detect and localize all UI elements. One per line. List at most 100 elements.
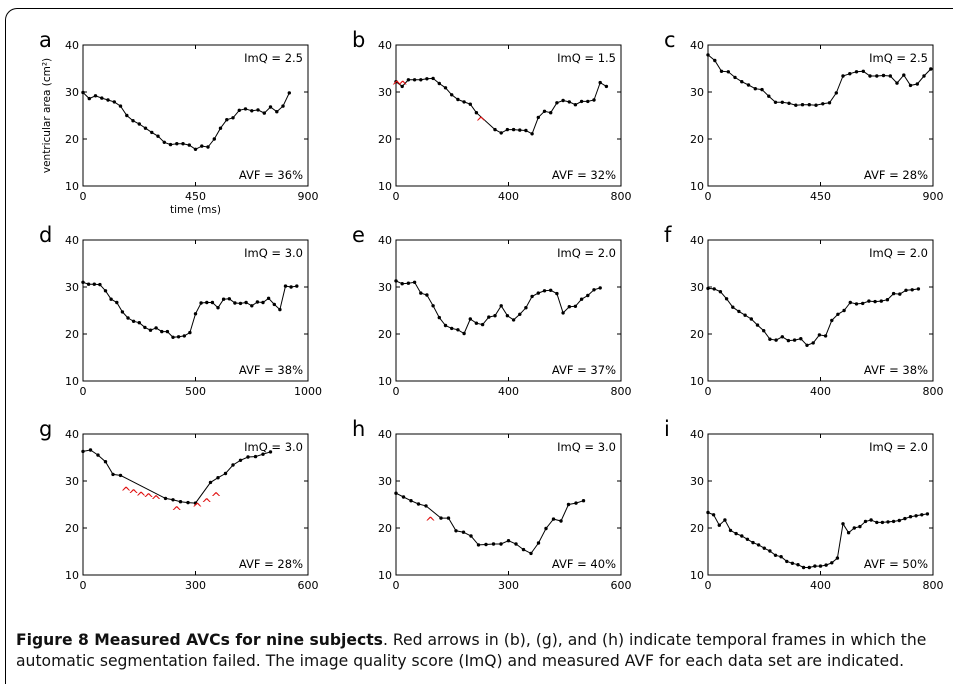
data-point bbox=[109, 297, 113, 301]
failure-arrow: ^ bbox=[391, 80, 402, 95]
data-point bbox=[406, 78, 411, 82]
data-point bbox=[499, 542, 503, 546]
data-point bbox=[756, 543, 761, 547]
y-tick-label: 10 bbox=[690, 569, 704, 582]
data-point bbox=[555, 291, 559, 296]
data-point bbox=[499, 304, 503, 308]
data-point bbox=[437, 81, 441, 86]
data-point bbox=[446, 516, 451, 520]
panel-d: 0 500 1000 10 20 30 40 d ImQ = 3.0 AVF = 38% bbox=[39, 223, 322, 398]
data-point bbox=[842, 308, 846, 313]
data-point bbox=[474, 321, 479, 325]
y-tick-label: 40 bbox=[378, 234, 392, 247]
data-point bbox=[773, 100, 778, 105]
data-point bbox=[419, 78, 423, 82]
x-tick-label: 0 bbox=[80, 385, 87, 398]
data-point bbox=[814, 103, 818, 107]
data-point bbox=[858, 524, 862, 529]
data-point bbox=[868, 74, 872, 78]
data-point bbox=[740, 534, 744, 538]
data-point bbox=[106, 98, 110, 102]
avf-label: AVF = 28% bbox=[239, 557, 303, 571]
failure-arrow: ^ bbox=[475, 115, 486, 130]
data-point bbox=[125, 113, 129, 118]
data-point bbox=[253, 454, 258, 459]
data-point bbox=[746, 83, 751, 87]
y-tick-label: 10 bbox=[65, 569, 79, 582]
data-point bbox=[762, 329, 766, 333]
y-tick-label: 20 bbox=[378, 522, 392, 535]
y-tick-label: 20 bbox=[65, 522, 79, 535]
data-point bbox=[898, 292, 902, 296]
y-tick-label: 40 bbox=[378, 39, 392, 52]
data-point bbox=[469, 534, 473, 538]
data-point bbox=[171, 335, 175, 339]
failure-arrow: ^ bbox=[425, 516, 436, 531]
data-point bbox=[910, 288, 914, 292]
data-point bbox=[278, 307, 282, 312]
data-point bbox=[792, 338, 797, 342]
data-point bbox=[98, 282, 102, 287]
data-point bbox=[493, 127, 497, 132]
data-point bbox=[131, 119, 135, 123]
data-point bbox=[726, 70, 730, 74]
data-point bbox=[200, 144, 204, 148]
data-point bbox=[561, 98, 565, 103]
data-point bbox=[231, 116, 235, 120]
data-point bbox=[154, 326, 158, 330]
data-point bbox=[287, 91, 291, 95]
data-point bbox=[821, 102, 825, 106]
data-point bbox=[753, 87, 757, 91]
data-point bbox=[734, 531, 738, 536]
failure-arrow: ^ bbox=[136, 490, 147, 505]
data-point bbox=[827, 101, 832, 105]
data-point bbox=[711, 513, 716, 517]
plot-box bbox=[395, 44, 622, 187]
failure-arrow: ^ bbox=[201, 497, 212, 512]
x-tick-label: 900 bbox=[298, 190, 319, 203]
data-point bbox=[888, 74, 892, 78]
data-point bbox=[801, 565, 806, 570]
data-point bbox=[768, 337, 772, 341]
data-point bbox=[869, 518, 873, 522]
data-point bbox=[400, 282, 404, 286]
avf-label: AVF = 36% bbox=[239, 168, 303, 182]
data-point bbox=[779, 555, 783, 559]
figure-caption: Figure 8 Measured AVCs for nine subjects… bbox=[16, 630, 944, 672]
data-point bbox=[237, 108, 241, 113]
data-point bbox=[244, 300, 248, 305]
data-point bbox=[409, 499, 413, 503]
imq-label: ImQ = 3.0 bbox=[244, 440, 303, 454]
data-point bbox=[574, 501, 578, 505]
data-point bbox=[561, 311, 565, 315]
data-point bbox=[394, 80, 398, 84]
data-point bbox=[549, 288, 553, 292]
panel-e: 0 400 800 10 20 30 40 e ImQ = 2.0 AVF = 37% bbox=[352, 223, 632, 398]
data-point bbox=[875, 74, 879, 78]
data-point bbox=[425, 77, 429, 81]
failure-arrow: ^ bbox=[151, 494, 162, 509]
x-tick-label: 0 bbox=[393, 190, 400, 203]
data-point bbox=[790, 561, 795, 565]
imq-label: ImQ = 1.5 bbox=[557, 51, 616, 65]
data-point bbox=[559, 519, 563, 523]
data-point bbox=[817, 333, 822, 337]
data-point bbox=[723, 518, 727, 522]
data-point bbox=[542, 109, 547, 114]
panel-label: b bbox=[352, 28, 365, 52]
data-point bbox=[780, 335, 784, 339]
data-point bbox=[462, 331, 466, 336]
data-point bbox=[431, 76, 435, 81]
data-point bbox=[268, 450, 273, 454]
failure-arrow: ^ bbox=[128, 488, 139, 503]
data-point bbox=[439, 516, 443, 520]
data-point bbox=[731, 305, 735, 309]
data-point bbox=[830, 318, 834, 323]
y-tick-label: 40 bbox=[65, 234, 79, 247]
x-tick-label: 0 bbox=[393, 579, 400, 592]
data-point bbox=[168, 142, 173, 147]
y-tick-label: 20 bbox=[65, 328, 79, 341]
imq-label: ImQ = 3.0 bbox=[557, 440, 616, 454]
data-point bbox=[163, 496, 168, 501]
data-point bbox=[925, 512, 930, 516]
